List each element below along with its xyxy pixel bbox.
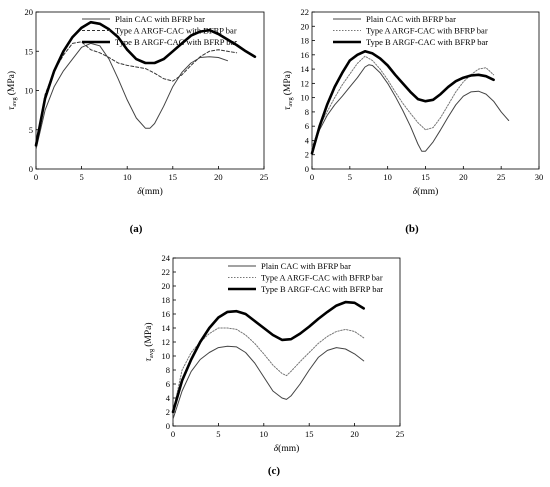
y-axis-subscript: avg bbox=[148, 348, 155, 358]
x-axis-symbol: δ bbox=[413, 187, 418, 197]
series-line bbox=[35, 42, 228, 150]
legend-label: Type A ARGF-CAC with BFRP bar bbox=[261, 273, 383, 283]
x-axis-unit: (mm) bbox=[278, 443, 299, 454]
series-line bbox=[35, 41, 238, 146]
legend-label: Plain CAC with BFRP bar bbox=[261, 261, 351, 271]
legend-label: Type B ARGF-CAC with BFRP bar bbox=[261, 284, 383, 294]
x-tick-label: 15 bbox=[421, 172, 430, 182]
x-tick-label: 25 bbox=[497, 172, 506, 182]
series-line bbox=[311, 55, 495, 149]
x-tick-label: 0 bbox=[171, 429, 175, 439]
plot-frame bbox=[311, 11, 540, 170]
series-line bbox=[310, 49, 495, 155]
y-tick-label: 22 bbox=[162, 267, 171, 277]
x-axis-symbol: δ bbox=[137, 187, 142, 197]
x-axis-unit: (mm) bbox=[417, 186, 438, 197]
y-axis-symbol: τ bbox=[7, 106, 17, 110]
x-tick-label: 20 bbox=[214, 172, 223, 182]
x-tick-label: 0 bbox=[310, 172, 314, 182]
y-axis-subscript: avg bbox=[11, 96, 18, 106]
x-tick-label: 5 bbox=[348, 172, 352, 182]
x-tick-label: 10 bbox=[123, 172, 132, 182]
legend-label: Plain CAC with BFRP bar bbox=[115, 14, 205, 24]
y-tick-label: 6 bbox=[166, 379, 170, 389]
x-axis-title: δ(mm) bbox=[137, 186, 163, 197]
y-axis-subscript: avg bbox=[287, 96, 294, 106]
x-tick-label: 20 bbox=[350, 429, 359, 439]
y-axis-title: τavg(MPa) bbox=[6, 71, 18, 110]
y-tick-label: 12 bbox=[301, 78, 310, 88]
panel-label: (c) bbox=[268, 465, 281, 477]
y-tick-label: 24 bbox=[162, 253, 171, 263]
y-tick-label: 0 bbox=[166, 421, 170, 431]
y-tick-label: 18 bbox=[162, 295, 171, 305]
y-tick-label: 20 bbox=[162, 281, 171, 291]
y-axis-unit: (MPa) bbox=[282, 71, 293, 95]
legend-label: Type B ARGF-CAC with BFRP bar bbox=[115, 37, 237, 47]
x-axis-symbol: δ bbox=[274, 444, 279, 454]
x-tick-label: 25 bbox=[396, 429, 405, 439]
y-tick-label: 4 bbox=[305, 135, 310, 145]
y-tick-label: 16 bbox=[301, 50, 310, 60]
y-axis-title: τavg (MPa) bbox=[143, 322, 155, 361]
y-tick-label: 14 bbox=[301, 64, 310, 74]
y-axis-title: τavg(MPa) bbox=[282, 71, 294, 110]
y-tick-label: 20 bbox=[301, 21, 310, 31]
legend-label: Plain CAC with BFRP bar bbox=[366, 14, 456, 24]
legend-label: Type B ARGF-CAC with BFRP bar bbox=[366, 37, 488, 47]
series-line bbox=[171, 300, 366, 414]
y-tick-label: 8 bbox=[166, 365, 170, 375]
y-axis-unit: (MPa) bbox=[6, 71, 17, 95]
plot-frame bbox=[35, 11, 265, 170]
x-tick-label: 15 bbox=[169, 172, 178, 182]
x-axis-unit: (mm) bbox=[142, 186, 163, 197]
chart-panel: 0 5 10 15 20 25 0 5 10 15 20 δ(mm) τavg(MPa) Plain CA… bbox=[6, 7, 268, 197]
y-tick-label: 10 bbox=[162, 351, 171, 361]
y-tick-label: 10 bbox=[25, 86, 34, 96]
x-tick-label: 30 bbox=[535, 172, 544, 182]
y-tick-label: 4 bbox=[166, 393, 171, 403]
y-tick-label: 15 bbox=[25, 46, 34, 56]
x-axis-title: δ(mm) bbox=[274, 443, 300, 454]
x-tick-label: 5 bbox=[79, 172, 83, 182]
y-tick-label: 8 bbox=[305, 107, 309, 117]
x-tick-label: 25 bbox=[260, 172, 269, 182]
x-tick-label: 5 bbox=[216, 429, 220, 439]
y-tick-label: 14 bbox=[162, 323, 171, 333]
legend-label: Type A ARGF-CAC with BFRP bar bbox=[115, 26, 237, 36]
y-tick-label: 10 bbox=[301, 93, 310, 103]
chart-panel: 0 5 10 15 20 25 30 0 2 4 6 8 10 12 14 16 18 20 22 δ(mm) τavg… bbox=[282, 7, 543, 197]
x-tick-label: 0 bbox=[34, 172, 38, 182]
y-axis-symbol: τ bbox=[144, 358, 154, 362]
panel-label: (b) bbox=[405, 223, 419, 235]
y-tick-label: 2 bbox=[305, 150, 309, 160]
series-line bbox=[172, 327, 365, 413]
legend-label: Type A ARGF-CAC with BFRP bar bbox=[366, 26, 488, 36]
series-line bbox=[34, 20, 257, 147]
y-tick-label: 0 bbox=[29, 164, 33, 174]
x-tick-label: 10 bbox=[260, 429, 269, 439]
x-tick-label: 20 bbox=[459, 172, 468, 182]
panel-label: (a) bbox=[130, 223, 143, 235]
x-tick-label: 15 bbox=[305, 429, 314, 439]
y-tick-label: 2 bbox=[166, 407, 170, 417]
y-axis-symbol: τ bbox=[283, 106, 293, 110]
y-tick-label: 0 bbox=[305, 164, 309, 174]
y-tick-label: 5 bbox=[29, 125, 33, 135]
chart-panel: 0 5 10 15 20 25024681012141618202224δ(mm)τavg… bbox=[143, 253, 404, 454]
y-tick-label: 22 bbox=[301, 7, 310, 17]
y-tick-label: 20 bbox=[25, 7, 34, 17]
series-line bbox=[172, 345, 365, 420]
y-tick-label: 18 bbox=[301, 36, 310, 46]
y-tick-label: 6 bbox=[305, 121, 309, 131]
series-line bbox=[311, 64, 510, 152]
x-axis-title: δ(mm) bbox=[413, 186, 439, 197]
x-tick-label: 10 bbox=[383, 172, 392, 182]
y-tick-label: 12 bbox=[162, 337, 171, 347]
y-axis-unit: (MPa) bbox=[143, 322, 154, 346]
y-tick-label: 16 bbox=[162, 309, 171, 319]
